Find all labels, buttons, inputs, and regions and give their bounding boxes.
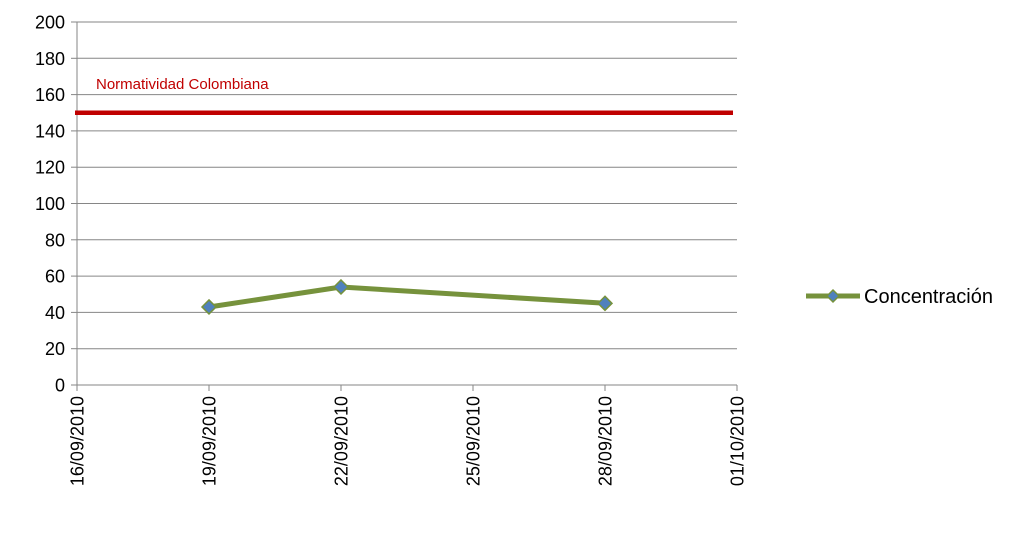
axes	[71, 21, 738, 391]
y-tick-label: 140	[35, 121, 65, 141]
y-axis-tick-labels: 0 20 40 60 80 100 120 140 160 180 200	[35, 13, 65, 396]
y-tick-label: 200	[35, 13, 65, 33]
x-tick-label: 22/09/2010	[332, 396, 352, 486]
x-tick-label: 01/10/2010	[728, 396, 748, 486]
series-group	[200, 278, 614, 316]
series-line	[208, 284, 606, 310]
y-tick-label: 20	[45, 339, 65, 359]
legend: Concentración	[806, 286, 993, 308]
x-tick-label: 28/09/2010	[596, 396, 616, 486]
y-tick-label: 40	[45, 303, 65, 323]
data-point-marker	[200, 298, 218, 316]
x-axis-tick-labels: 16/09/2010 19/09/2010 22/09/2010 25/09/2010…	[68, 396, 748, 486]
legend-label: Concentración	[864, 286, 993, 308]
y-tick-label: 100	[35, 194, 65, 214]
legend-marker	[825, 288, 841, 304]
x-tick-label: 19/09/2010	[200, 396, 220, 486]
y-tick-label: 60	[45, 267, 65, 287]
y-tick-label: 80	[45, 230, 65, 250]
y-tick-label: 120	[35, 158, 65, 178]
reference-line-label: Normatividad Colombiana	[96, 76, 269, 93]
x-tick-label: 25/09/2010	[464, 396, 484, 486]
reference-line-group: Normatividad Colombiana	[75, 76, 733, 115]
gridlines	[77, 21, 737, 350]
data-point-marker	[596, 295, 614, 312]
y-tick-label: 160	[35, 85, 65, 105]
data-point-marker	[332, 278, 350, 296]
y-tick-label: 0	[55, 376, 65, 396]
x-tick-label: 16/09/2010	[68, 396, 88, 486]
y-tick-label: 180	[35, 49, 65, 69]
